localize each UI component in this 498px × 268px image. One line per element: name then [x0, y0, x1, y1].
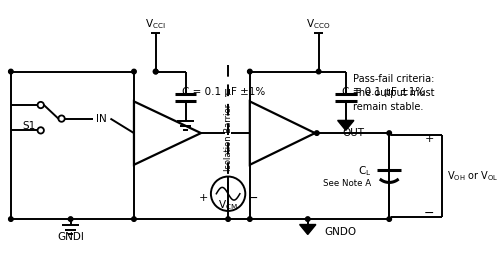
Circle shape [8, 69, 13, 74]
Text: −: − [248, 192, 258, 205]
Text: GNDO: GNDO [324, 227, 356, 237]
Text: IN: IN [96, 114, 107, 124]
Polygon shape [338, 120, 354, 130]
Text: Pass-fail criteria:
The output must
remain stable.: Pass-fail criteria: The output must rema… [353, 74, 435, 112]
Circle shape [153, 69, 158, 74]
Text: S1: S1 [22, 121, 36, 131]
Text: V$_{\mathrm{CM}}$: V$_{\mathrm{CM}}$ [218, 198, 238, 211]
Circle shape [387, 131, 391, 135]
Circle shape [131, 217, 136, 221]
Text: See Note A: See Note A [323, 179, 371, 188]
Text: +: + [425, 133, 434, 144]
Circle shape [387, 217, 391, 221]
Circle shape [305, 217, 310, 221]
Polygon shape [300, 225, 316, 234]
Circle shape [8, 217, 13, 221]
Circle shape [153, 69, 158, 74]
Text: OUT: OUT [342, 128, 364, 138]
Text: V$_{\mathrm{CCI}}$: V$_{\mathrm{CCI}}$ [145, 18, 166, 31]
Circle shape [226, 217, 231, 221]
Circle shape [68, 217, 73, 221]
Text: V$_{\mathrm{OH}}$ or V$_{\mathrm{OL}}$: V$_{\mathrm{OH}}$ or V$_{\mathrm{OL}}$ [447, 169, 498, 183]
Circle shape [248, 217, 252, 221]
Text: C$_{\mathrm{L}}$: C$_{\mathrm{L}}$ [358, 165, 371, 178]
Text: +: + [199, 193, 208, 203]
Text: −: − [424, 207, 434, 220]
Text: C = 0.1 μF ±1%: C = 0.1 μF ±1% [182, 87, 265, 97]
Circle shape [315, 131, 319, 135]
Circle shape [316, 69, 321, 74]
Text: GNDI: GNDI [57, 232, 84, 242]
Text: Isolation Barrier: Isolation Barrier [224, 104, 233, 171]
Text: V$_{\mathrm{CCO}}$: V$_{\mathrm{CCO}}$ [306, 18, 331, 31]
Text: C = 0.1 μF ±1%: C = 0.1 μF ±1% [342, 87, 425, 97]
Circle shape [248, 69, 252, 74]
Circle shape [131, 69, 136, 74]
